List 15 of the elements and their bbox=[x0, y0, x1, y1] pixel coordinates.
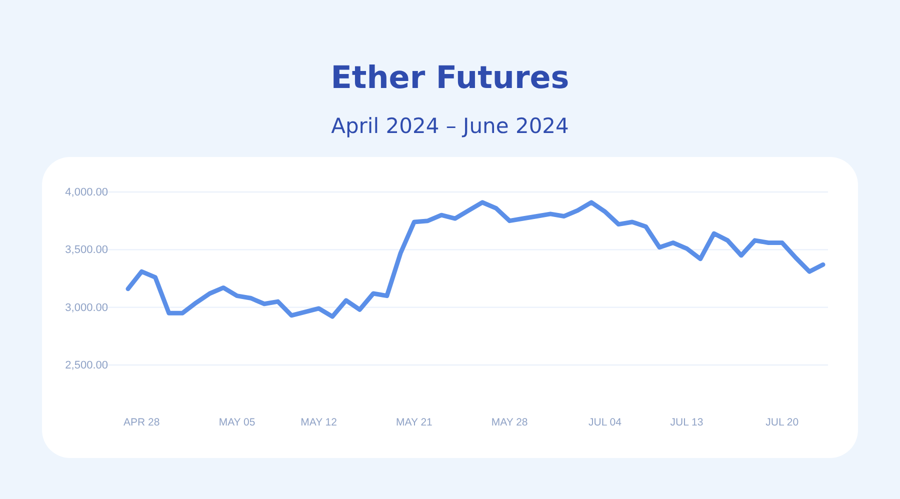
y-tick-label: 2,500.00 bbox=[65, 360, 108, 372]
x-tick-label: MAY 28 bbox=[491, 416, 528, 428]
x-tick-label: APR 28 bbox=[124, 416, 160, 428]
x-tick-label: JUL 20 bbox=[766, 416, 799, 428]
x-tick-label: MAY 12 bbox=[300, 416, 338, 428]
y-tick-label: 3,000.00 bbox=[65, 302, 108, 314]
line-series bbox=[126, 200, 826, 319]
y-tick-label: 3,500.00 bbox=[65, 244, 108, 256]
x-tick-label: MAY 21 bbox=[396, 416, 433, 428]
x-tick-label: JUL 04 bbox=[588, 416, 622, 428]
y-tick-label: 4,000.00 bbox=[65, 186, 108, 199]
chart-title: Ether Futures bbox=[330, 60, 570, 96]
chart-subtitle: April 2024 – June 2024 bbox=[331, 114, 569, 138]
x-tick-label: MAY 05 bbox=[218, 416, 256, 428]
x-tick-label: JUL 13 bbox=[670, 416, 704, 428]
